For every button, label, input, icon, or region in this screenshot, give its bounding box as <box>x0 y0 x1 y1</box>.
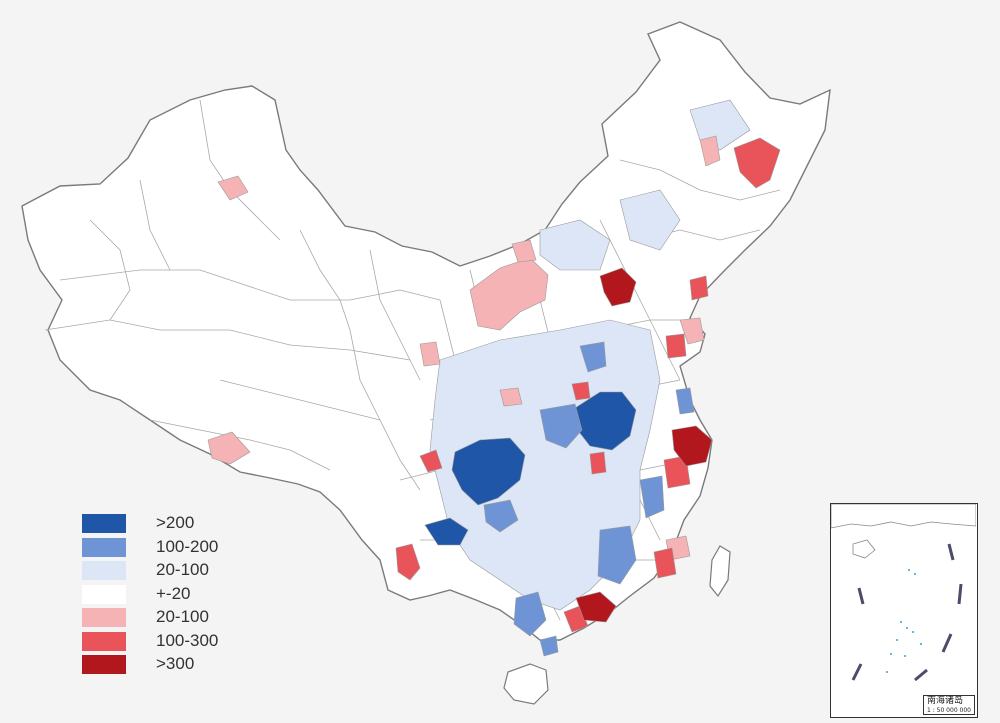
legend-swatch <box>82 631 126 651</box>
legend-swatch <box>82 537 126 557</box>
region-patches <box>207 99 781 657</box>
inset-scale: 1 : 50 000 000 <box>926 707 971 714</box>
legend-swatch <box>82 655 126 674</box>
legend-swatch <box>82 514 126 533</box>
legend-label: +-20 <box>156 583 191 603</box>
legend-swatch <box>82 584 126 604</box>
legend-label: >200 <box>156 513 195 532</box>
hainan-island <box>503 663 549 705</box>
legend-label: 20-100 <box>156 607 209 626</box>
legend-swatch <box>82 561 126 580</box>
legend-label: >300 <box>156 654 195 673</box>
legend-item: >200 <box>82 512 242 536</box>
legend-label: 20-100 <box>156 560 209 579</box>
legend-item: 100-200 <box>82 536 242 560</box>
legend-label: 100-300 <box>156 630 219 650</box>
taiwan-island <box>709 545 731 598</box>
inset-map <box>830 503 977 682</box>
inset-caption: 南海诸岛 1 : 50 000 000 <box>922 695 975 715</box>
south-china-sea-inset: 南海诸岛 1 : 50 000 000 <box>830 503 978 718</box>
legend-item: +-20 <box>82 583 242 607</box>
inset-title: 南海诸岛 <box>926 696 963 706</box>
legend-item: 100-300 <box>82 630 242 654</box>
legend-item: 20-100 <box>82 559 242 583</box>
legend-item: >300 <box>82 653 242 677</box>
legend-label: 100-200 <box>156 536 219 556</box>
legend: >200 100-200 20-100 +-20 20-100 100-300 … <box>82 512 242 677</box>
legend-item: 20-100 <box>82 606 242 630</box>
legend-swatch <box>82 608 126 627</box>
